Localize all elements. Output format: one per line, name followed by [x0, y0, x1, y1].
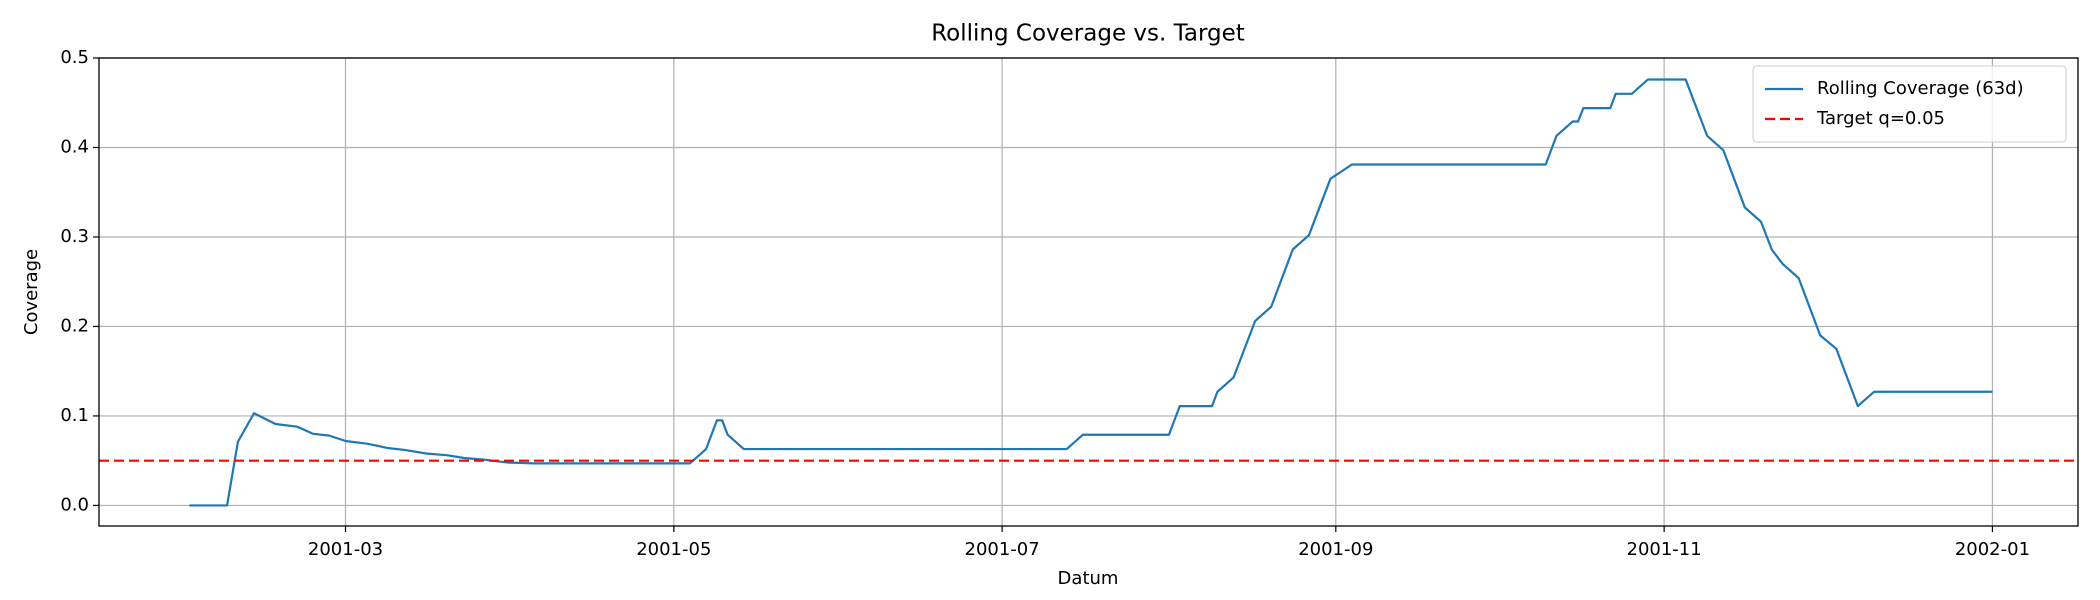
x-tick-label: 2001-03	[308, 539, 383, 560]
y-tick-label: 0.3	[60, 226, 89, 247]
y-tick-label: 0.0	[60, 494, 89, 515]
plot-frame	[98, 57, 2079, 527]
legend-label: Target q=0.05	[1816, 108, 1945, 129]
x-axis-label: Datum	[1058, 568, 1119, 589]
x-tick-label: 2001-07	[965, 539, 1040, 560]
y-axis-label: Coverage	[21, 249, 42, 335]
chart-title: Rolling Coverage vs. Target	[931, 21, 1245, 47]
legend-box	[1752, 65, 2067, 143]
y-tick-label: 0.1	[60, 405, 89, 426]
y-tick-label: 0.4	[60, 136, 89, 157]
x-tick-label: 2001-09	[1298, 539, 1373, 560]
x-tick-label: 2001-05	[636, 539, 711, 560]
x-tick-label: 2002-01	[1955, 539, 2030, 560]
x-tick-label: 2001-11	[1627, 539, 1702, 560]
y-tick-label: 0.2	[60, 315, 89, 336]
data-line	[189, 78, 1993, 507]
legend-label: Rolling Coverage (63d)	[1817, 78, 2024, 99]
y-tick-label: 0.5	[60, 47, 89, 68]
